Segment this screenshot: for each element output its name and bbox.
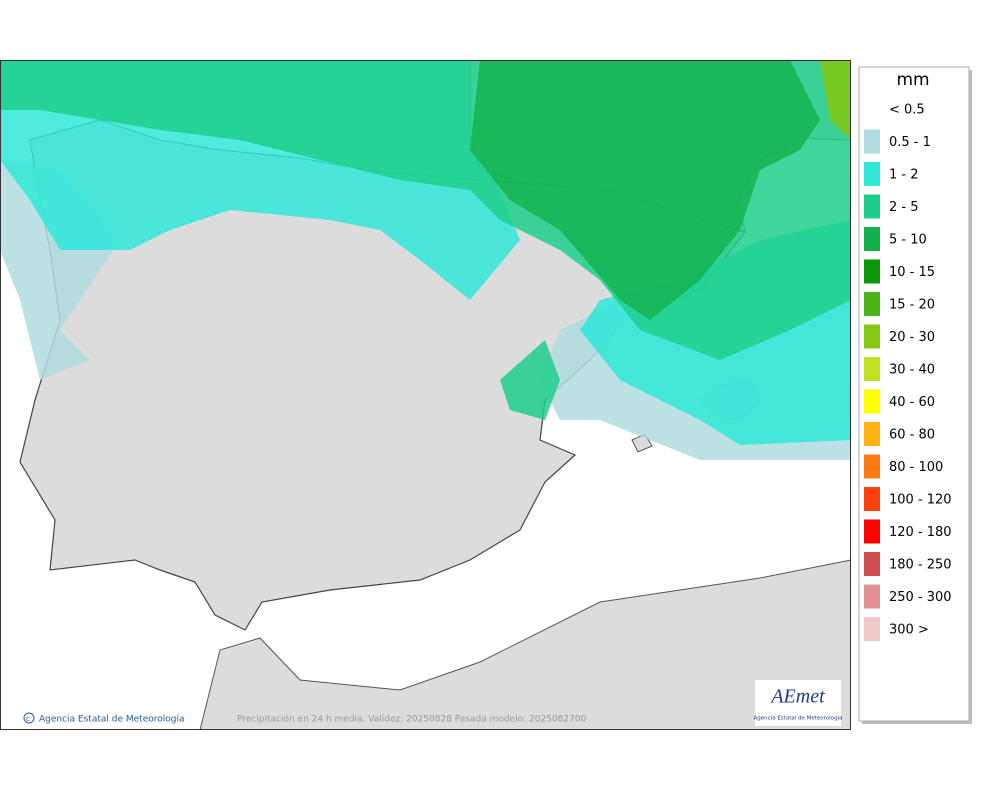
legend-title: mm <box>896 70 929 90</box>
legend-swatch <box>864 454 880 479</box>
legend-label: 100 - 120 <box>889 493 952 508</box>
legend-swatch <box>864 259 880 284</box>
legend-swatch <box>864 617 880 641</box>
legend-swatch <box>864 324 880 349</box>
legend-label: 40 - 60 <box>889 395 935 410</box>
legend-label: 30 - 40 <box>889 363 935 378</box>
legend-swatch <box>864 292 880 316</box>
footer-credit: Agencia Estatal de Meteorología <box>39 715 185 725</box>
legend-swatch <box>864 487 880 511</box>
legend-label: 250 - 300 <box>889 590 952 605</box>
legend-label: 80 - 100 <box>889 460 943 475</box>
legend-label: 120 - 180 <box>889 525 952 540</box>
precip-green <box>470 60 820 320</box>
precip-cyan <box>0 60 851 445</box>
map-frame <box>0 60 851 730</box>
legend-label: 10 - 15 <box>889 265 935 280</box>
footer-caption: Precipitación en 24 h media. Validez: 20… <box>237 714 587 725</box>
legend-swatch <box>864 519 880 544</box>
legend-label: 2 - 5 <box>889 200 919 215</box>
legend-swatch <box>864 584 880 609</box>
legend-label: 300 > <box>889 623 929 638</box>
legend-swatch <box>864 552 880 576</box>
logo-name: AEmet <box>769 686 825 708</box>
legend-swatch <box>864 422 880 446</box>
copyright-icon <box>23 712 35 724</box>
legend-swatch <box>864 389 880 414</box>
legend-label: 1 - 2 <box>889 168 919 183</box>
legend-swatch <box>864 162 880 186</box>
legend-label: 20 - 30 <box>889 330 935 345</box>
legend-swatch <box>864 129 880 154</box>
legend-label: 180 - 250 <box>889 558 952 573</box>
legend-items: < 0.5 0.5 - 1 1 - 2 2 - 5 5 - 10 10 - 15 15 - … <box>864 103 952 641</box>
legend-swatch <box>864 357 880 381</box>
copyright-c: c <box>26 715 30 723</box>
legend-swatch <box>864 194 880 219</box>
legend-label: 5 - 10 <box>889 233 927 248</box>
legend-label: 60 - 80 <box>889 428 935 443</box>
legend-swatch <box>864 227 880 251</box>
legend-label: 0.5 - 1 <box>889 135 931 150</box>
legend-label: < 0.5 <box>889 103 925 118</box>
legend-label: 15 - 20 <box>889 298 935 313</box>
land-africa <box>199 559 851 730</box>
map <box>0 60 851 730</box>
logo-box <box>755 680 841 726</box>
precip-lime <box>820 60 851 140</box>
logo-subtitle: Agencia Estatal de Meteorología <box>754 715 843 722</box>
